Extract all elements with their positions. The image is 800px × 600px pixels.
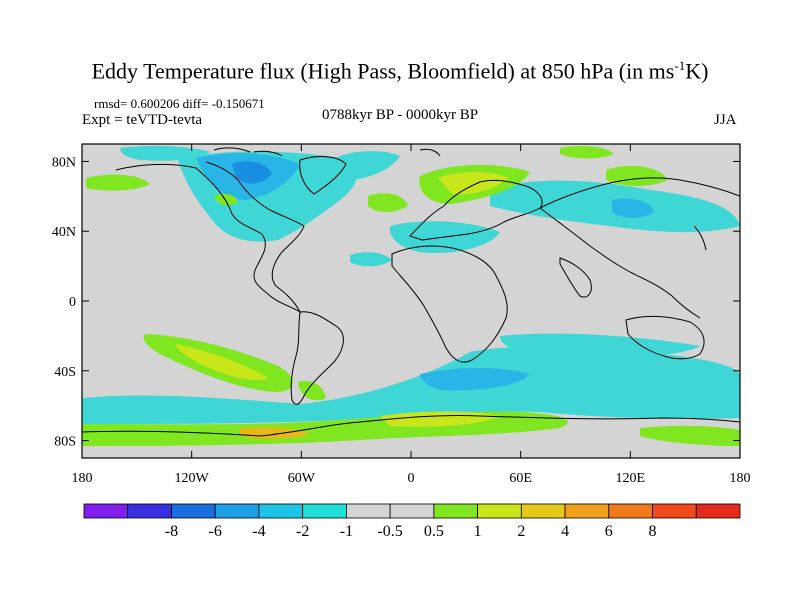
x-tick-label: 60E	[509, 471, 532, 486]
x-tick-label: 0	[408, 471, 415, 486]
title-exponent: -1	[674, 58, 686, 73]
coast-arctic-islands	[213, 147, 283, 157]
anomaly-southern-ocean-neg-mid	[420, 368, 530, 391]
coast-greenland	[299, 156, 347, 195]
y-tick-label: 40N	[52, 225, 76, 240]
experiment-label: Expt = teVTD-tevta	[82, 112, 203, 128]
coast-australia	[625, 315, 705, 360]
colorbar-swatch	[564, 503, 610, 519]
period-label: 0788kyr BP - 0000kyr BP	[322, 107, 479, 123]
anomaly-greenland-neg	[232, 161, 272, 184]
anomaly-scandinavia-pos-core	[438, 172, 508, 195]
x-axis: 180 120W 60W 0 60E 120E 180	[72, 144, 751, 486]
colorbar-swatch	[171, 503, 216, 519]
coast-europe	[409, 179, 543, 241]
colorbar-swatch	[389, 503, 435, 519]
coast-india	[559, 257, 592, 298]
colorbar-swatch	[695, 503, 741, 519]
colorbar-swatch	[127, 503, 172, 519]
anomaly-south-pacific-pos-core	[176, 344, 268, 381]
coast-south-america	[290, 311, 344, 405]
coastlines	[82, 147, 740, 437]
title-main: Eddy Temperature flux (High Pass, Bloomf…	[91, 58, 675, 84]
anomaly-atlantic-low-neg	[350, 252, 392, 267]
coast-antarctica	[82, 414, 740, 437]
y-tick-label: 40S	[54, 365, 76, 380]
colorbar-label: -0.5	[377, 523, 402, 540]
anomaly-south-atlantic-pos	[298, 380, 326, 401]
colorbar-swatch	[433, 503, 479, 519]
colorbar-label: 8	[649, 523, 657, 540]
coast-africa	[391, 245, 508, 363]
anomaly-northsea-pos	[368, 193, 408, 212]
colorbar-swatch	[345, 503, 391, 519]
colorbar-swatch	[520, 503, 566, 519]
plot-title: Eddy Temperature flux (High Pass, Bloomf…	[0, 58, 800, 84]
y-tick-label: 80N	[52, 155, 76, 170]
colorbar-swatch	[83, 503, 129, 519]
colorbar-label: 1	[474, 523, 482, 540]
colorbar-label: -8	[165, 523, 178, 540]
coast-japan	[693, 225, 707, 251]
x-tick-label: 120E	[616, 471, 646, 486]
colorbar-label: -4	[252, 523, 265, 540]
x-tick-label: 60W	[288, 471, 316, 486]
colorbar-swatch	[608, 503, 653, 519]
colorbar-label: 0.5	[424, 523, 444, 540]
anomaly-arctic-pos	[560, 146, 614, 159]
colorbar-swatch	[258, 503, 304, 519]
x-tick-label: 120W	[175, 471, 210, 486]
anomaly-nam-pos	[214, 194, 238, 206]
colorbar: -8 -6 -4 -2 -1 -0.5 0.5 1 2 4 6 8	[83, 503, 741, 540]
y-axis: 80N 40N 0 40S 80S	[52, 155, 740, 450]
y-tick-label: 0	[69, 295, 76, 310]
colorbar-label: 4	[561, 523, 569, 540]
colorbar-label: -1	[340, 523, 353, 540]
colorbar-swatch	[302, 503, 347, 519]
anomaly-antarctic-pos-east2	[640, 425, 740, 446]
anomaly-greenland-sea-neg	[328, 151, 400, 181]
colorbar-label: -2	[296, 523, 309, 540]
x-tick-label: 180	[730, 471, 751, 486]
colorbar-label: -6	[209, 523, 222, 540]
colorbar-swatch	[652, 503, 697, 519]
anomaly-southern-ocean-neg	[82, 346, 740, 424]
colorbar-label: 6	[605, 523, 613, 540]
anomaly-arctic-neg	[120, 145, 210, 161]
colorbar-swatch	[214, 503, 260, 519]
colorbar-swatch	[477, 503, 522, 519]
anomaly-field	[82, 144, 740, 458]
coast-asia	[539, 177, 740, 319]
coast-svalbard	[419, 148, 441, 157]
colorbar-label: 2	[517, 523, 525, 540]
stats-label: rmsd= 0.600206 diff= -0.150671	[94, 96, 265, 111]
title-end: K)	[685, 58, 709, 84]
x-tick-label: 180	[72, 471, 93, 486]
anomaly-pacific-n-pos	[86, 174, 150, 191]
y-tick-label: 80S	[54, 435, 76, 450]
season-label: JJA	[714, 112, 737, 128]
anomaly-pacific-neg	[612, 198, 654, 218]
anomaly-indian-ocean-neg	[500, 333, 700, 358]
